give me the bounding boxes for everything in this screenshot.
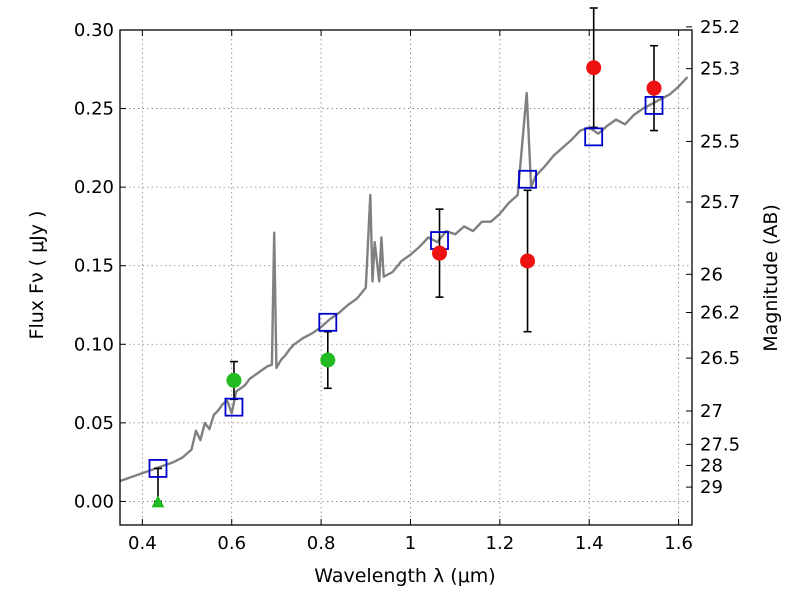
error-bars (153, 7, 659, 503)
model-points (148, 96, 664, 478)
x-tick-label: 0.8 (307, 533, 336, 554)
infrared-point (586, 60, 602, 76)
magnitude-tick-label: 26.5 (700, 348, 740, 369)
y-axis-label: Flux Fν ( μJy ) (26, 211, 48, 340)
y-tick-label: 0.25 (74, 99, 114, 120)
magnitude-axis-label: Magnitude (AB) (760, 204, 782, 352)
infrared-point (432, 245, 448, 261)
optical-upper-limit (151, 495, 165, 508)
y-tick-label: 0.20 (74, 177, 114, 198)
magnitude-tick-label: 26.2 (700, 303, 740, 324)
x-tick-label: 0.6 (217, 533, 246, 554)
y-tick-label: 0.15 (74, 256, 114, 277)
infrared-point (646, 80, 662, 96)
y-tick-label: 0.00 (74, 491, 114, 512)
grid-lines (120, 29, 692, 525)
model-point (318, 312, 338, 332)
optical-point (226, 372, 242, 388)
model-point (584, 127, 604, 147)
magnitude-tick-label: 29 (700, 477, 723, 498)
magnitude-tick-label: 25.5 (700, 131, 740, 152)
y-tick-label: 0.10 (74, 334, 114, 355)
model-point (148, 459, 168, 478)
x-axis-label: Wavelength λ (μm) (314, 565, 495, 587)
tick-labels: 0.4 0.6 0.8 1 1.2 1.4 1.6 0.00 0.05 0.10 0.15 0.20 0… (74, 17, 740, 554)
optical-point (320, 352, 336, 368)
magnitude-tick-label: 26 (700, 264, 723, 285)
magnitude-tick-label: 25.2 (700, 17, 740, 38)
x-tick-label: 0.4 (128, 533, 157, 554)
axis-ticks (120, 26, 692, 525)
plot-frame (119, 29, 693, 526)
spectrum-series (119, 76, 689, 483)
magnitude-tick-label: 25.7 (700, 192, 740, 213)
x-tick-label: 1.4 (575, 533, 604, 554)
magnitude-tick-label: 25.3 (700, 59, 740, 80)
y-tick-label: 0.30 (74, 20, 114, 41)
y-tick-label: 0.05 (74, 413, 114, 434)
infrared-point (520, 253, 536, 269)
model-point (518, 169, 537, 189)
magnitude-tick-label: 28 (700, 455, 723, 476)
x-tick-label: 1.6 (664, 533, 693, 554)
model-point (224, 397, 244, 417)
spectrum-line (119, 76, 689, 483)
x-tick-label: 1 (405, 533, 416, 554)
observed-points (151, 60, 662, 508)
magnitude-tick-label: 27.5 (700, 434, 740, 455)
magnitude-tick-label: 27 (700, 401, 723, 422)
model-point (644, 96, 664, 115)
x-tick-label: 1.2 (486, 533, 515, 554)
